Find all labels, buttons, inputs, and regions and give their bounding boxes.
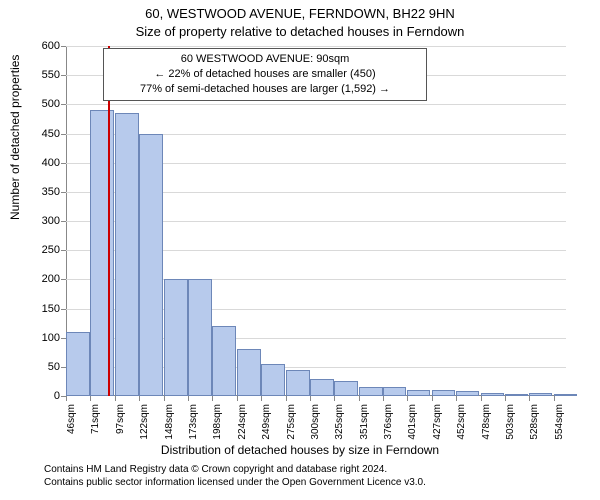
y-tick-mark: [61, 163, 66, 164]
x-tick-mark: [456, 396, 457, 401]
y-tick-label: 550: [42, 69, 60, 81]
x-tick-label: 478sqm: [481, 404, 492, 444]
histogram-bar: [456, 391, 480, 396]
histogram-bar: [310, 379, 334, 397]
x-tick-mark: [383, 396, 384, 401]
x-tick-label: 503sqm: [505, 404, 516, 444]
x-tick-label: 122sqm: [139, 404, 150, 444]
x-tick-mark: [212, 396, 213, 401]
y-tick-mark: [61, 46, 66, 47]
y-tick-label: 300: [42, 215, 60, 227]
y-tick-mark: [61, 104, 66, 105]
histogram-bar: [481, 393, 505, 396]
histogram-bar: [261, 364, 285, 396]
annotation-line-3: 77% of semi-detached houses are larger (…: [110, 82, 420, 97]
histogram-bar: [237, 349, 261, 396]
annotation-line-1: 60 WESTWOOD AVENUE: 90sqm: [110, 52, 420, 67]
x-tick-label: 173sqm: [188, 404, 199, 444]
x-tick-label: 198sqm: [212, 404, 223, 444]
title-line-1: 60, WESTWOOD AVENUE, FERNDOWN, BH22 9HN: [0, 6, 600, 21]
annotation-box: 60 WESTWOOD AVENUE: 90sqm ← 22% of detac…: [103, 48, 427, 101]
y-tick-label: 600: [42, 40, 60, 52]
histogram-bar: [334, 381, 358, 396]
x-tick-mark: [529, 396, 530, 401]
x-tick-label: 351sqm: [359, 404, 370, 444]
footer-line-1: Contains HM Land Registry data © Crown c…: [44, 464, 426, 477]
x-tick-label: 97sqm: [115, 404, 126, 444]
y-tick-mark: [61, 192, 66, 193]
x-tick-mark: [261, 396, 262, 401]
x-tick-mark: [359, 396, 360, 401]
histogram-bar: [505, 394, 529, 396]
y-tick-mark: [61, 250, 66, 251]
footer-line-2: Contains public sector information licen…: [44, 477, 426, 490]
y-tick-mark: [61, 134, 66, 135]
y-tick-label: 500: [42, 98, 60, 110]
y-tick-label: 350: [42, 186, 60, 198]
y-tick-label: 250: [42, 244, 60, 256]
y-tick-label: 200: [42, 273, 60, 285]
histogram-bar: [164, 279, 188, 396]
histogram-bar: [432, 390, 456, 396]
x-tick-label: 148sqm: [164, 404, 175, 444]
histogram-bar: [383, 387, 407, 396]
chart-container: 60, WESTWOOD AVENUE, FERNDOWN, BH22 9HN …: [0, 0, 600, 500]
x-tick-mark: [139, 396, 140, 401]
histogram-bar: [529, 393, 553, 397]
y-tick-label: 100: [42, 332, 60, 344]
x-tick-mark: [407, 396, 408, 401]
x-tick-label: 376sqm: [383, 404, 394, 444]
y-tick-label: 50: [48, 361, 60, 373]
histogram-bar: [554, 394, 578, 396]
x-tick-mark: [286, 396, 287, 401]
histogram-bar: [115, 113, 139, 396]
x-tick-label: 401sqm: [407, 404, 418, 444]
x-tick-label: 427sqm: [432, 404, 443, 444]
histogram-bar: [407, 390, 431, 396]
histogram-bar: [188, 279, 212, 396]
gridline: [66, 46, 566, 47]
y-tick-label: 150: [42, 303, 60, 315]
x-tick-mark: [334, 396, 335, 401]
x-tick-mark: [505, 396, 506, 401]
histogram-bar: [359, 387, 383, 396]
x-tick-label: 71sqm: [90, 404, 101, 444]
x-tick-mark: [90, 396, 91, 401]
x-tick-mark: [188, 396, 189, 401]
x-tick-label: 249sqm: [261, 404, 272, 444]
y-tick-label: 400: [42, 157, 60, 169]
footer-text: Contains HM Land Registry data © Crown c…: [44, 464, 426, 489]
x-tick-mark: [66, 396, 67, 401]
x-tick-mark: [432, 396, 433, 401]
x-tick-mark: [237, 396, 238, 401]
x-tick-label: 452sqm: [456, 404, 467, 444]
y-tick-mark: [61, 309, 66, 310]
y-tick-mark: [61, 75, 66, 76]
x-tick-label: 46sqm: [66, 404, 77, 444]
y-tick-mark: [61, 279, 66, 280]
x-tick-mark: [115, 396, 116, 401]
x-tick-mark: [310, 396, 311, 401]
gridline: [66, 104, 566, 105]
y-tick-label: 0: [54, 390, 60, 402]
histogram-bar: [286, 370, 310, 396]
histogram-bar: [139, 134, 163, 397]
histogram-bar: [66, 332, 90, 396]
x-tick-label: 528sqm: [529, 404, 540, 444]
x-tick-label: 300sqm: [310, 404, 321, 444]
y-tick-label: 450: [42, 128, 60, 140]
x-tick-label: 224sqm: [237, 404, 248, 444]
histogram-bar: [212, 326, 236, 396]
y-axis-label: Number of detached properties: [8, 55, 22, 220]
annotation-line-2: ← 22% of detached houses are smaller (45…: [110, 67, 420, 82]
x-tick-label: 554sqm: [554, 404, 565, 444]
x-tick-mark: [481, 396, 482, 401]
x-tick-mark: [164, 396, 165, 401]
x-tick-mark: [554, 396, 555, 401]
title-line-2: Size of property relative to detached ho…: [0, 24, 600, 39]
x-axis-label: Distribution of detached houses by size …: [0, 443, 600, 457]
x-tick-label: 275sqm: [286, 404, 297, 444]
x-tick-label: 325sqm: [334, 404, 345, 444]
y-tick-mark: [61, 221, 66, 222]
